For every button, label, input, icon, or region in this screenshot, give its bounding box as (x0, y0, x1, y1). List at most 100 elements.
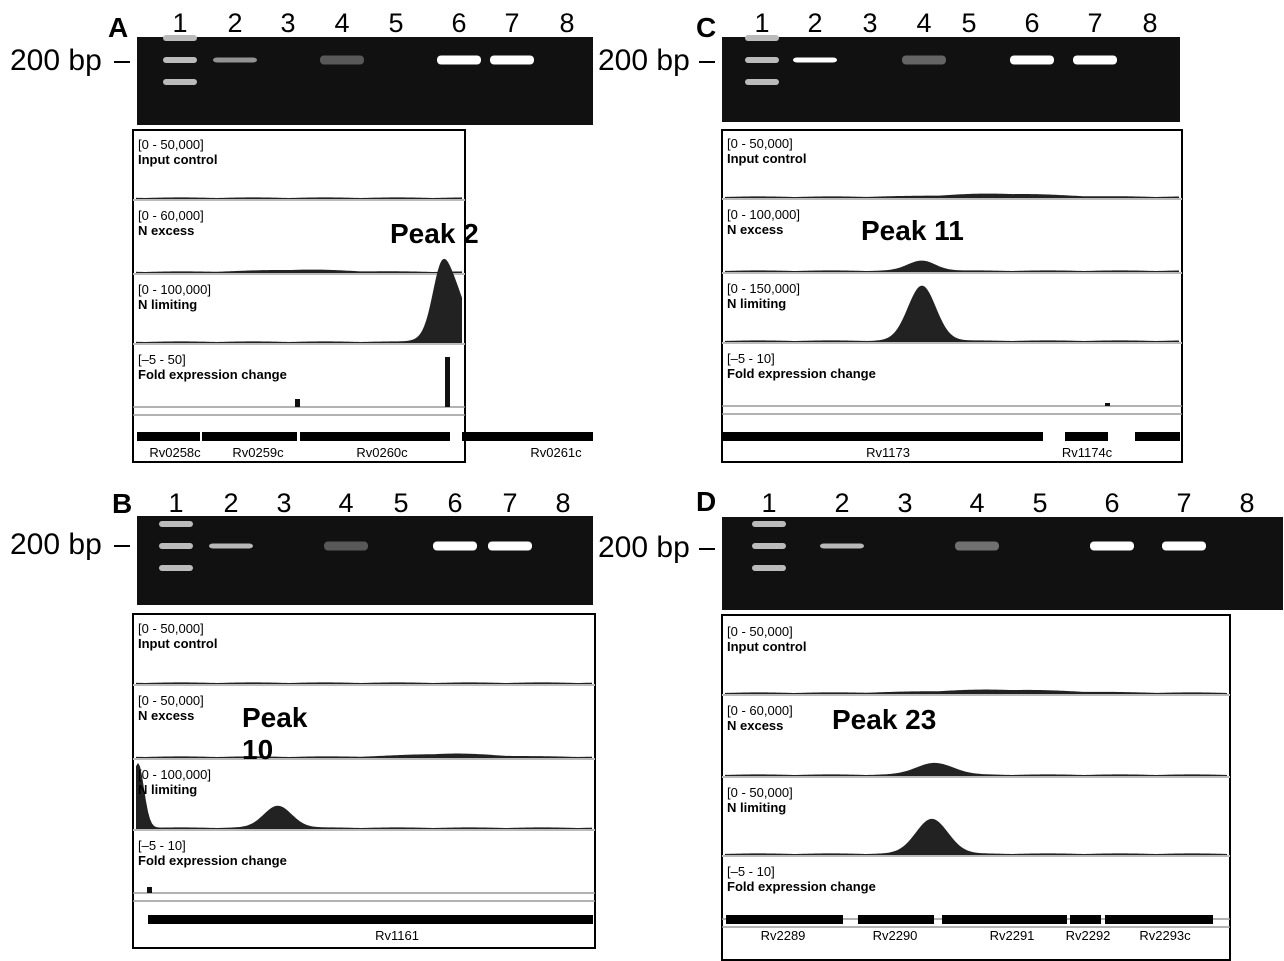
lane-label: 3 (897, 488, 912, 519)
track-panel (722, 130, 1182, 462)
lane-label: 7 (502, 488, 517, 519)
track-name: Input control (138, 636, 217, 651)
track-range: [–5 - 10] (138, 838, 186, 853)
track-name: N excess (138, 223, 194, 238)
track-name: Fold expression change (138, 367, 287, 382)
lane-label: 7 (1176, 488, 1191, 519)
gene-bar (1065, 432, 1108, 441)
panel-letter: A (108, 12, 128, 44)
lane-label: 6 (1024, 8, 1039, 39)
gel-band (488, 542, 532, 551)
lane-label: 8 (1142, 8, 1157, 39)
track-name: N limiting (727, 800, 786, 815)
track-range: [0 - 100,000] (138, 767, 211, 782)
size-marker: 200 bp (598, 44, 690, 78)
peak-label: Peak 2 (390, 218, 479, 250)
gene-label: Rv1161 (375, 928, 419, 943)
gene-bar (1105, 915, 1213, 924)
gel-image (137, 516, 593, 605)
track-range: [0 - 50,000] (138, 137, 204, 152)
track-range: [–5 - 10] (727, 351, 775, 366)
lane-label: 1 (168, 488, 183, 519)
track-range: [–5 - 10] (727, 864, 775, 879)
gene-label: Rv1173 (866, 445, 910, 460)
panel-letter: D (696, 486, 716, 518)
ladder-band (745, 57, 779, 63)
gene-label: Rv2289 (761, 928, 806, 943)
gel-band (820, 544, 864, 549)
track-range: [–5 - 50] (138, 352, 186, 367)
ladder-band (752, 521, 786, 527)
lane-label: 1 (754, 8, 769, 39)
gene-label: Rv2291 (990, 928, 1035, 943)
fold-bar (147, 887, 152, 893)
lane-label: 2 (834, 488, 849, 519)
ladder-band (159, 521, 193, 527)
figure: A12345678200 bp[0 - 50,000]Input control… (0, 0, 1284, 961)
gene-label: Rv0260c (356, 445, 407, 460)
gene-bar (726, 915, 843, 924)
lane-label: 6 (1104, 488, 1119, 519)
ladder-band (163, 57, 197, 63)
lane-label: 2 (227, 8, 242, 39)
ladder-band (745, 79, 779, 85)
lane-label: 2 (807, 8, 822, 39)
peak-label: Peak 10 (242, 702, 337, 766)
lane-label: 2 (223, 488, 238, 519)
gel-band (955, 542, 999, 551)
lane-label: 8 (555, 488, 570, 519)
ladder-band (163, 79, 197, 85)
track-name: Input control (727, 151, 806, 166)
track-range: [0 - 150,000] (727, 281, 800, 296)
track-range: [0 - 100,000] (138, 282, 211, 297)
gene-label: Rv2292 (1066, 928, 1111, 943)
fold-bar (445, 357, 450, 407)
lane-label: 5 (961, 8, 976, 39)
lane-label: 3 (280, 8, 295, 39)
lane-label: 4 (916, 8, 931, 39)
ladder-band (159, 543, 193, 549)
gene-bar (202, 432, 297, 441)
gel-band (213, 58, 257, 63)
track-name: Input control (138, 152, 217, 167)
panel-letter: B (112, 488, 132, 520)
lane-label: 4 (338, 488, 353, 519)
lane-label: 7 (1087, 8, 1102, 39)
gene-bar (1135, 432, 1180, 441)
gel-band (490, 56, 534, 65)
track-range: [0 - 50,000] (727, 136, 793, 151)
lane-label: 8 (559, 8, 574, 39)
gel-image (722, 37, 1180, 122)
gel-band (793, 58, 837, 63)
lane-label: 5 (388, 8, 403, 39)
track-name: Fold expression change (138, 853, 287, 868)
gene-label: Rv0261c (530, 445, 581, 460)
lane-label: 1 (172, 8, 187, 39)
track-range: [0 - 60,000] (138, 208, 204, 223)
lane-label: 7 (504, 8, 519, 39)
lane-label: 6 (447, 488, 462, 519)
track-name: Fold expression change (727, 879, 876, 894)
size-marker: 200 bp (10, 44, 102, 78)
track-range: [0 - 60,000] (727, 703, 793, 718)
gene-bar (722, 432, 1043, 441)
gene-label: Rv0258c (149, 445, 200, 460)
track-name: N excess (727, 222, 783, 237)
track-panel (722, 615, 1230, 960)
lane-label: 5 (393, 488, 408, 519)
track-name: N limiting (727, 296, 786, 311)
track-name: N excess (138, 708, 194, 723)
fold-bar (295, 399, 300, 407)
gene-label: Rv2293c (1139, 928, 1190, 943)
gene-label: Rv2290 (873, 928, 918, 943)
gene-bar (462, 432, 593, 441)
lane-label: 8 (1239, 488, 1254, 519)
size-marker: 200 bp (598, 531, 690, 565)
gel-band (1090, 542, 1134, 551)
track-range: [0 - 50,000] (138, 621, 204, 636)
gene-bar (858, 915, 934, 924)
gene-label: Rv1174c (1062, 445, 1112, 460)
lane-label: 5 (1032, 488, 1047, 519)
panel-letter: C (696, 12, 716, 44)
track-range: [0 - 50,000] (138, 693, 204, 708)
